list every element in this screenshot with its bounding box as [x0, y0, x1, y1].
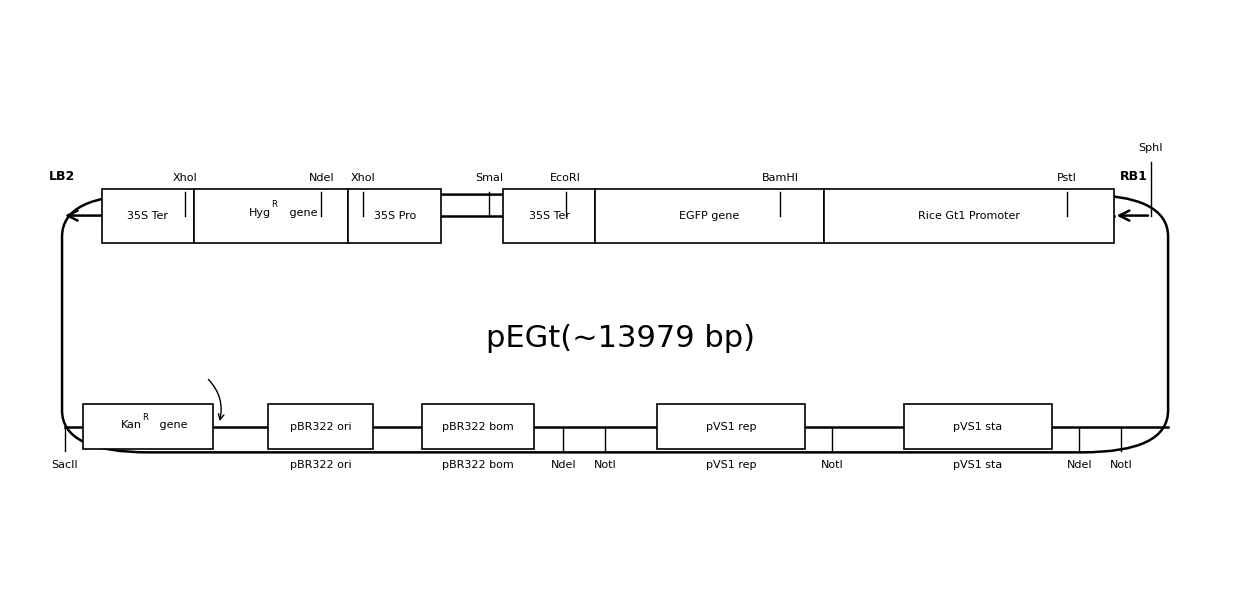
FancyBboxPatch shape: [823, 189, 1114, 243]
Text: NotI: NotI: [821, 460, 843, 469]
FancyBboxPatch shape: [904, 404, 1052, 450]
Text: Rice Gt1 Promoter: Rice Gt1 Promoter: [918, 211, 1019, 221]
Text: pVS1 sta: pVS1 sta: [954, 422, 1003, 432]
Text: gene: gene: [286, 208, 317, 218]
FancyBboxPatch shape: [268, 404, 373, 450]
Text: NdeI: NdeI: [551, 460, 577, 469]
FancyBboxPatch shape: [502, 189, 595, 243]
Text: pEGt(~13979 bp): pEGt(~13979 bp): [486, 324, 754, 353]
Text: pBR322 bom: pBR322 bom: [443, 460, 513, 469]
Text: SacII: SacII: [51, 460, 78, 469]
Text: NdeI: NdeI: [1066, 460, 1092, 469]
Text: EGFP gene: EGFP gene: [680, 211, 739, 221]
Text: pVS1 rep: pVS1 rep: [706, 460, 756, 469]
Text: 35S Pro: 35S Pro: [373, 211, 415, 221]
FancyBboxPatch shape: [657, 404, 805, 450]
Text: R: R: [141, 413, 148, 422]
Text: BamHI: BamHI: [761, 172, 799, 183]
Text: pVS1 rep: pVS1 rep: [706, 422, 756, 432]
Text: 35S Ter: 35S Ter: [528, 211, 569, 221]
FancyBboxPatch shape: [423, 404, 533, 450]
Text: pBR322 bom: pBR322 bom: [443, 422, 513, 432]
Text: LB2: LB2: [48, 169, 76, 183]
Text: XhoI: XhoI: [351, 172, 376, 183]
Text: pBR322 ori: pBR322 ori: [290, 460, 351, 469]
FancyBboxPatch shape: [102, 189, 195, 243]
Text: gene: gene: [156, 420, 188, 430]
Text: Hyg: Hyg: [249, 208, 272, 218]
Text: NdeI: NdeI: [309, 172, 334, 183]
Text: XhoI: XhoI: [174, 172, 198, 183]
Text: SphI: SphI: [1138, 143, 1163, 152]
Text: NotI: NotI: [1110, 460, 1132, 469]
Text: NotI: NotI: [594, 460, 616, 469]
FancyBboxPatch shape: [83, 404, 212, 450]
Text: PstI: PstI: [1056, 172, 1076, 183]
FancyBboxPatch shape: [595, 189, 823, 243]
Text: RB1: RB1: [1120, 169, 1148, 183]
Text: 35S Ter: 35S Ter: [128, 211, 169, 221]
Text: EcoRI: EcoRI: [551, 172, 582, 183]
FancyBboxPatch shape: [195, 189, 348, 243]
Text: pVS1 sta: pVS1 sta: [954, 460, 1003, 469]
Text: R: R: [272, 200, 278, 209]
FancyBboxPatch shape: [348, 189, 441, 243]
Text: pBR322 ori: pBR322 ori: [290, 422, 351, 432]
Text: SmaI: SmaI: [475, 172, 503, 183]
Text: Kan: Kan: [120, 420, 141, 430]
